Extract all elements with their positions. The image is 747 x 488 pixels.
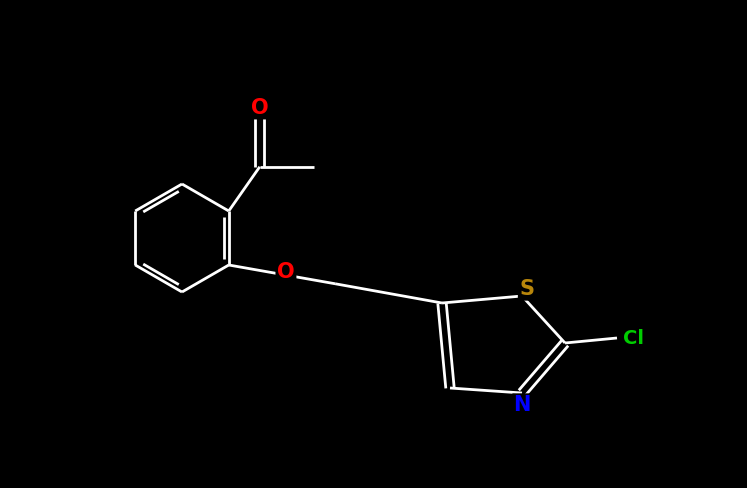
Text: O: O [251, 98, 269, 118]
Text: Cl: Cl [622, 328, 643, 347]
Text: O: O [277, 263, 295, 283]
Text: S: S [519, 279, 535, 299]
Text: N: N [513, 395, 530, 415]
